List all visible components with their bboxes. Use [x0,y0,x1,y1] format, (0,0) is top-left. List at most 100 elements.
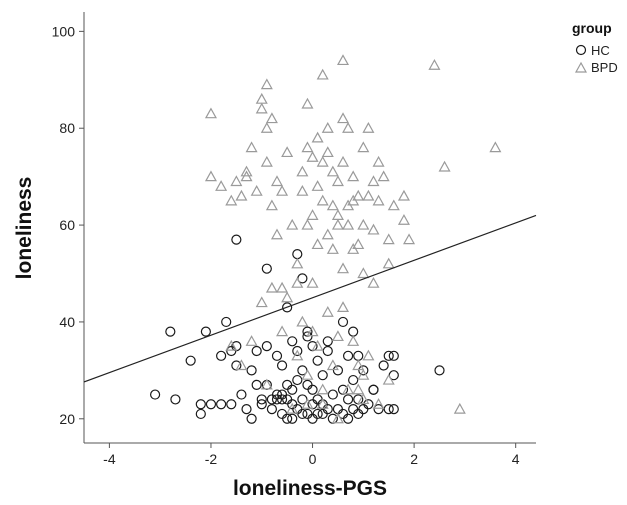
bpd-point [382,257,395,269]
bpd-point [326,243,339,254]
hc-point [266,404,278,415]
bpd-point [311,180,324,191]
hc-point [297,408,308,420]
bpd-point [301,141,314,153]
hc-point [287,413,298,424]
bpd-point [235,189,248,201]
bpd-point [362,349,375,361]
bpd-point [311,131,324,143]
bpd-point [342,383,355,395]
hc-point [292,374,303,386]
hc-point [363,399,374,410]
regression-line [83,214,537,383]
bpd-point [260,78,273,90]
bpd-point [281,291,294,303]
bpd-point [276,325,289,337]
bpd-point [321,228,334,240]
bpd-point [276,184,289,196]
hc-point [261,341,272,352]
bpd-point [301,97,314,109]
plot-area: -4 -2 0 2 4 20 40 60 80 100 [52,12,537,467]
bpd-point [260,378,273,390]
legend-bpd-label: BPD [591,60,618,75]
bpd-point [265,112,278,124]
x-tick-label: -2 [205,451,218,467]
hc-point [165,326,176,337]
hc-point [388,350,399,361]
bpd-point [326,165,339,177]
bpd-point [382,373,395,385]
bpd-series [204,54,502,424]
bpd-point [331,175,344,187]
bpd-point [245,141,258,153]
x-tick-label: 4 [512,451,520,467]
hc-point [216,399,227,410]
legend-title: group [572,20,612,36]
bpd-point [357,141,370,153]
bpd-point [260,155,273,167]
bpd-point [453,402,466,414]
hc-point [383,404,394,415]
bpd-point [357,267,370,279]
bpd-point [316,68,329,80]
hc-point [353,408,364,420]
hc-point [271,350,283,361]
bpd-point [326,199,339,211]
bpd-point [352,359,365,371]
bpd-point [301,398,314,409]
hc-point [261,263,272,274]
bpd-point [367,276,380,288]
bpd-point [352,189,365,201]
hc-point [358,404,369,415]
bpd-point [321,146,334,158]
hc-point [216,350,227,361]
bpd-point [230,175,243,187]
legend-hc-marker [575,44,587,56]
hc-point [150,389,161,400]
bpd-point [281,146,294,158]
bpd-point [347,170,360,182]
bpd-point [489,141,502,153]
legend: group HC BPD [572,20,618,75]
hc-point [282,302,293,313]
bpd-point [387,199,400,211]
hc-point [322,336,333,347]
bpd-point [357,393,370,405]
hc-point [348,374,359,386]
bpd-point [321,121,334,133]
y-tick-label: 40 [59,314,75,330]
bpd-point [397,214,410,225]
hc-point [282,413,293,424]
hc-point [342,350,354,361]
bpd-point [331,330,344,342]
bpd-point [382,233,395,245]
hc-point [276,408,288,420]
bpd-point [336,262,350,274]
hc-point [195,408,206,420]
hc-point [332,404,344,415]
hc-point [353,350,364,361]
hc-point [226,399,237,410]
bpd-point [377,170,390,182]
bpd-point [336,54,350,66]
bpd-point [331,412,344,424]
bpd-point [296,165,309,177]
bpd-point [255,92,268,104]
hc-point [373,404,384,415]
hc-point [358,365,369,376]
y-axis-ticks: 20 40 60 80 100 [52,23,84,427]
bpd-point [245,335,258,346]
bpd-point [428,59,441,70]
bpd-point [316,398,329,409]
x-tick-label: -4 [103,451,116,467]
bpd-point [215,180,228,191]
x-axis-ticks: -4 -2 0 2 4 [103,443,520,467]
bpd-point [291,257,304,269]
hc-point [302,331,313,342]
hc-point [312,355,323,366]
bpd-point [326,359,339,371]
bpd-point [367,223,380,235]
bpd-point [301,368,314,380]
hc-point [388,404,399,415]
